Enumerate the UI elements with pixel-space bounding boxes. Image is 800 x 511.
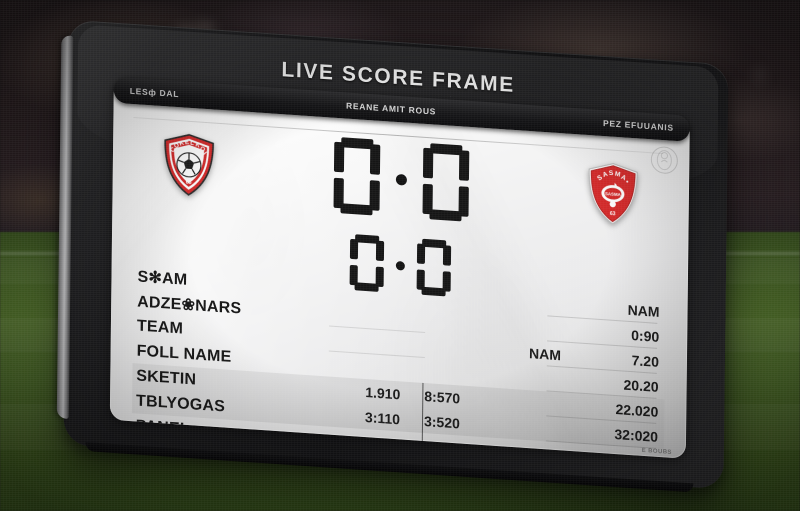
row-mid-col-b: 8:570 <box>424 387 461 406</box>
row-spacer <box>499 326 561 330</box>
svg-text:A: A <box>620 174 627 183</box>
svg-text:O: O <box>199 145 207 154</box>
row-mid-col-b: 3:520 <box>423 412 460 431</box>
row-sub-value <box>562 305 576 306</box>
row-value: NAM <box>627 301 660 320</box>
tablet-device: LIVE SCORE FRAME <box>56 19 729 493</box>
tab-left[interactable]: LESф DAL <box>129 85 180 100</box>
row-mid-col-a <box>327 364 413 370</box>
away-team-crest[interactable]: SASMA 63 S A S M A • <box>587 161 640 227</box>
svg-text:I: I <box>202 151 208 157</box>
svg-text:L: L <box>190 140 195 147</box>
row-value: 0:90 <box>631 326 660 345</box>
main-score-away-digit <box>422 143 469 222</box>
row-value: 20.20 <box>623 376 659 395</box>
svg-text:K: K <box>178 139 185 147</box>
svg-text:K: K <box>194 141 201 149</box>
row-sub-value <box>560 430 574 431</box>
row-value: 22.020 <box>615 400 659 420</box>
row-mid-col-b <box>413 345 499 351</box>
svg-text:E: E <box>184 139 189 146</box>
display-screen: 63 C O K E L K O I <box>109 79 690 459</box>
row-mid-col-b <box>413 320 499 326</box>
row-spacer <box>498 401 560 405</box>
svg-text:SASMA: SASMA <box>605 191 622 197</box>
row-sub-value: NAM <box>528 344 562 363</box>
svg-text:•: • <box>624 179 631 186</box>
row-mid-col-a: 1.910 <box>365 383 401 402</box>
score-header: 63 C O K E L K O I <box>134 113 667 245</box>
row-mid-col-a <box>328 289 414 295</box>
home-crest-number: 63 <box>186 180 192 186</box>
svg-text:S: S <box>608 170 614 177</box>
row-spacer <box>498 426 560 430</box>
away-crest-number: 63 <box>610 211 616 217</box>
row-mid-col-a: 3:110 <box>364 408 401 427</box>
svg-text:M: M <box>614 171 621 179</box>
row-spacer <box>499 351 529 353</box>
svg-text:A: A <box>602 171 609 179</box>
tab-right[interactable]: PEZ EFUUANIS <box>602 117 674 133</box>
home-badge-slot: 63 C O K E L K O I <box>143 131 236 199</box>
row-value: 32:020 <box>614 425 659 445</box>
sub-score-separator-dot <box>395 260 405 271</box>
home-team-crest[interactable]: 63 C O K E L K O I <box>163 132 216 198</box>
row-mid-col-a <box>327 339 413 345</box>
away-badge-slot: SASMA 63 S A S M A • <box>567 160 660 228</box>
row-sub-value <box>561 380 575 381</box>
svg-text:O: O <box>173 142 181 151</box>
main-score-home-digit <box>333 137 380 216</box>
row-spacer <box>500 301 562 305</box>
row-sub-value <box>561 330 575 331</box>
row-mid-col-a <box>327 314 413 320</box>
row-sub-value <box>560 405 574 406</box>
main-score <box>333 137 469 222</box>
svg-text:S: S <box>596 174 604 183</box>
soccer-ball-icon[interactable] <box>649 144 679 176</box>
row-spacer <box>499 376 561 380</box>
score-separator-dot <box>395 173 407 186</box>
row-mid-col-b <box>414 295 500 301</box>
row-mid-col-b <box>413 370 499 376</box>
screen-content: 63 C O K E L K O I <box>110 106 690 459</box>
row-value: 7.20 <box>631 351 660 370</box>
svg-text:C: C <box>169 146 177 155</box>
